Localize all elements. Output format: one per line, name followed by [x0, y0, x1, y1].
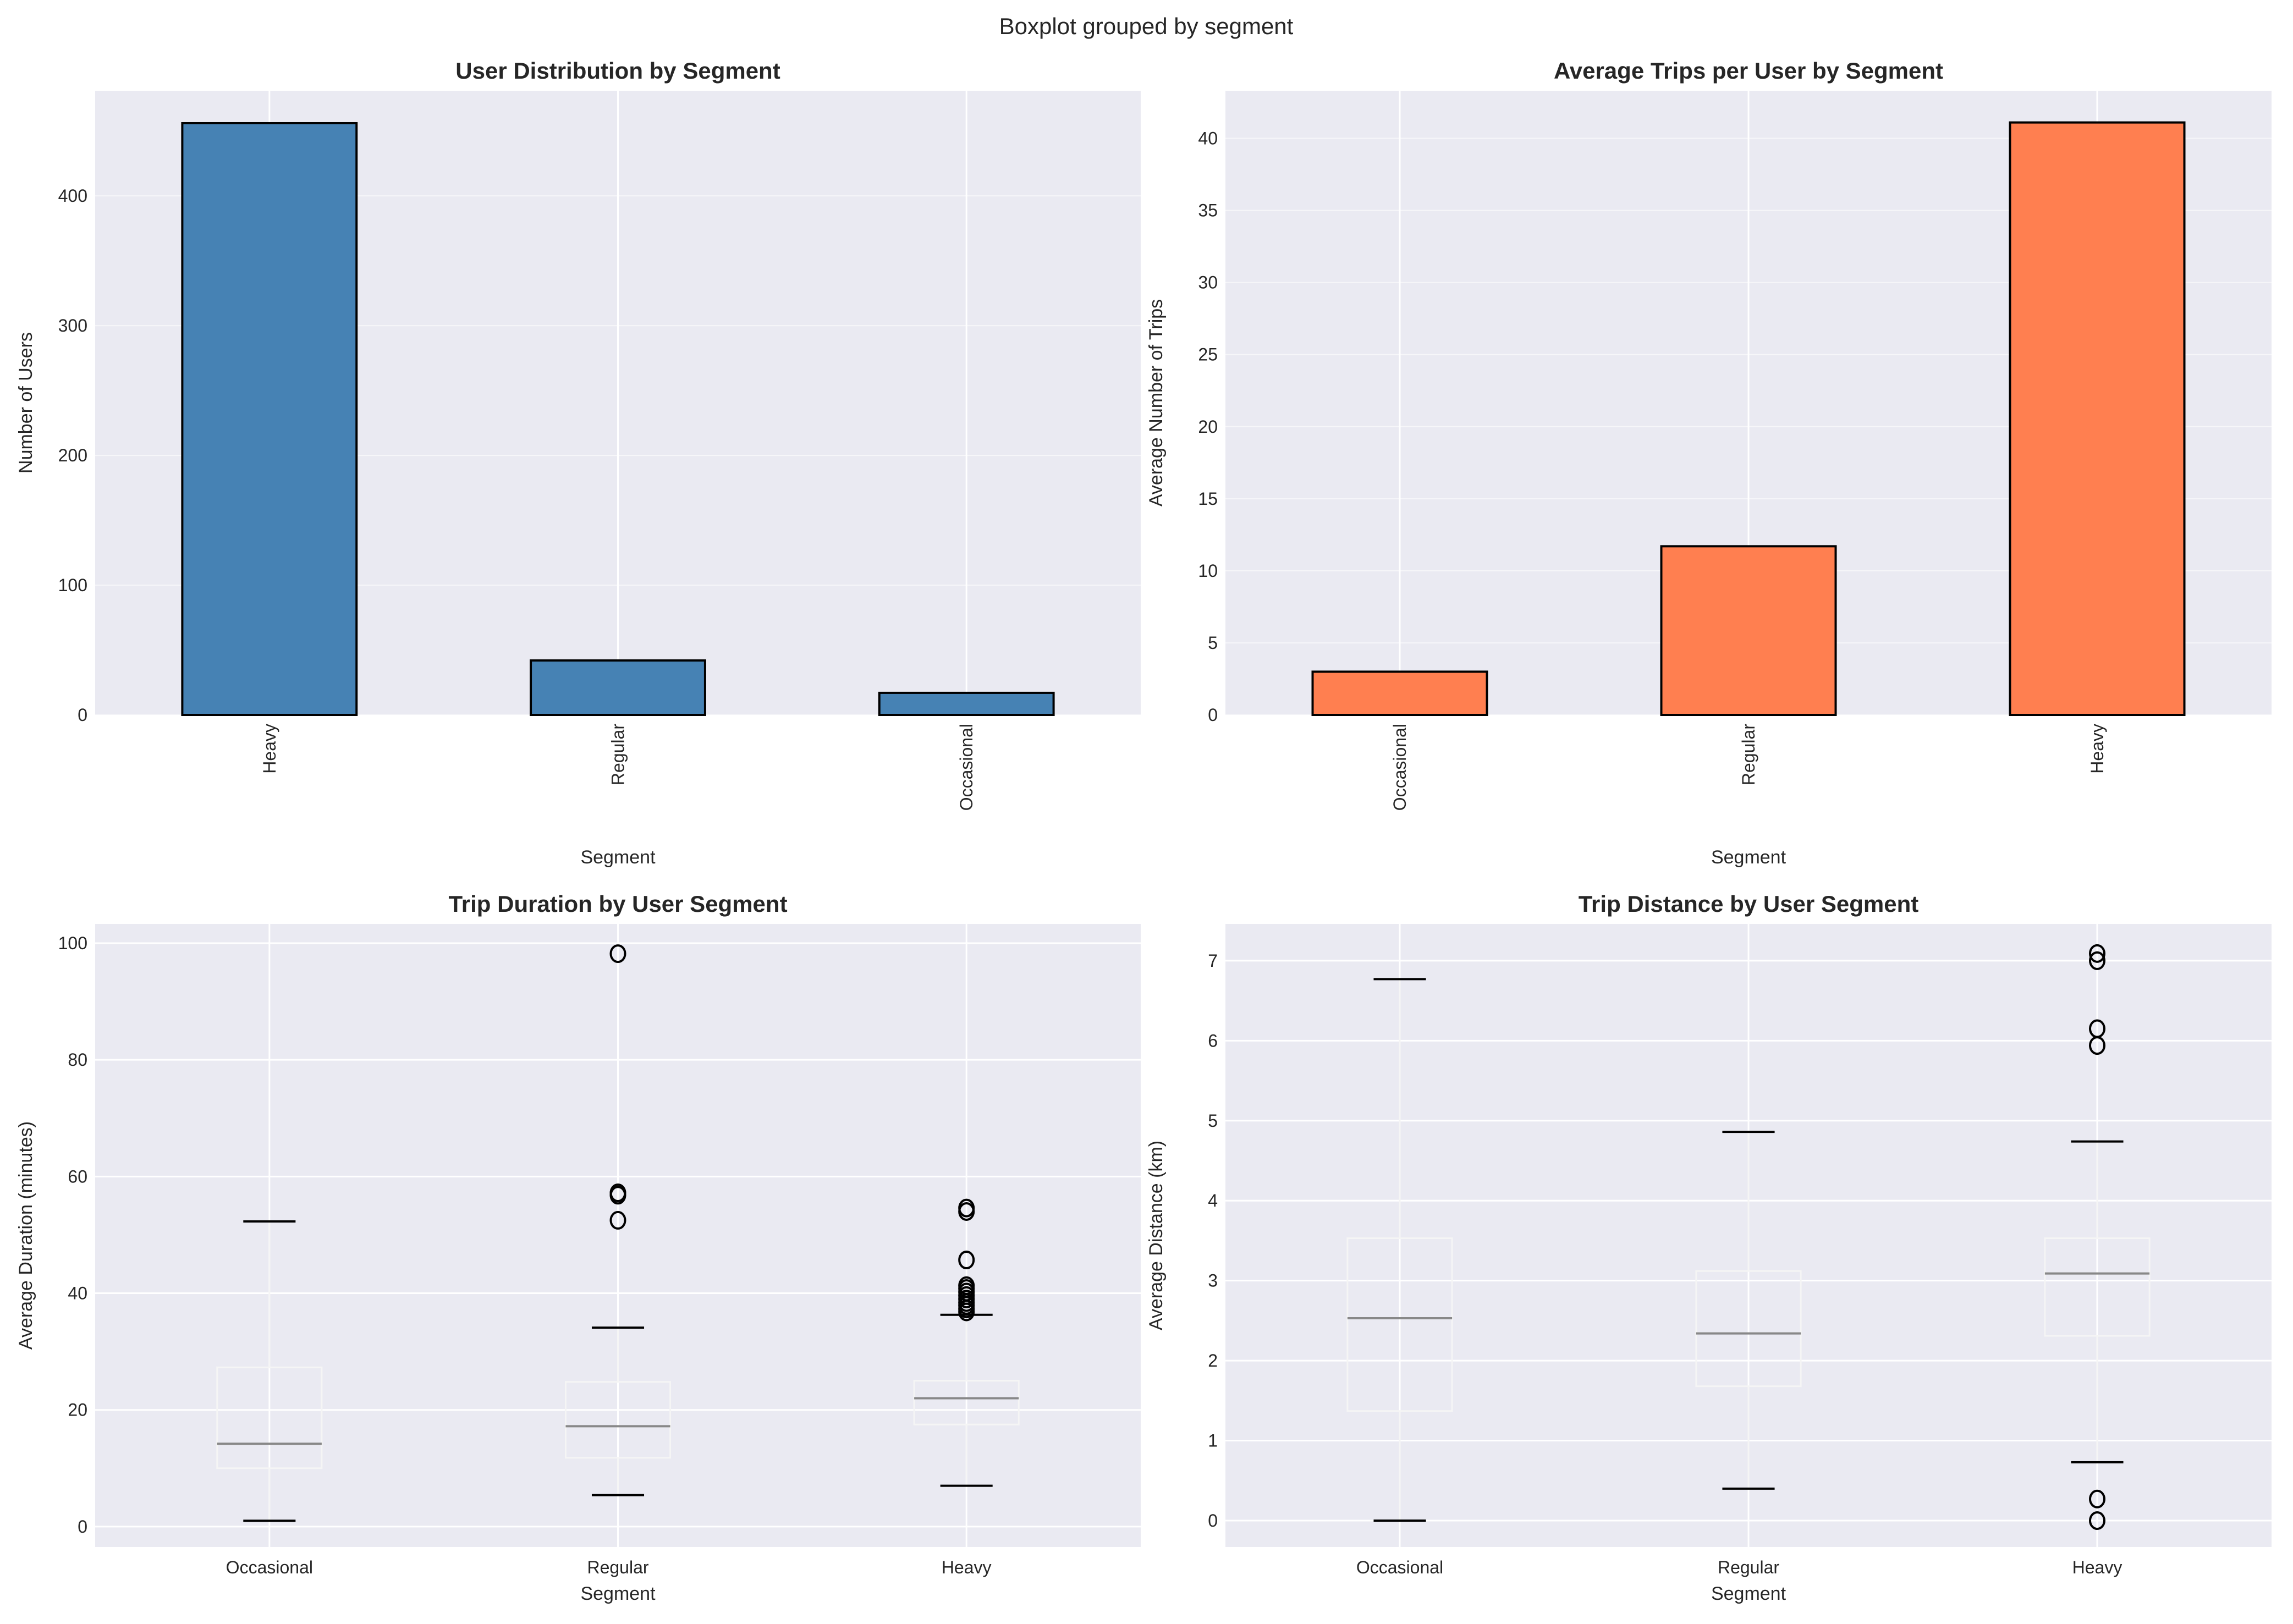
y-tick-label: 0	[78, 705, 87, 725]
y-tick-label: 40	[68, 1284, 87, 1303]
x-tick-label: Regular	[1739, 724, 1758, 785]
x-axis-label: Segment	[580, 847, 656, 868]
y-tick-label: 300	[58, 316, 87, 335]
y-axis-label: Average Duration (minutes)	[15, 1121, 36, 1350]
subplot-2: 0 5 10 15 20 25 30 35 40 Occasional Regular Heavy Se…	[1146, 58, 2272, 868]
outlier-point	[958, 1251, 975, 1270]
y-tick-label: 35	[1198, 201, 1218, 221]
x-tick-label: Regular	[608, 724, 628, 785]
y-tick-label: 20	[68, 1400, 87, 1420]
y-tick-label: 400	[58, 186, 87, 206]
x-tick-label: Regular	[1718, 1557, 1779, 1577]
y-tick-label: 60	[68, 1166, 87, 1186]
iqr-box	[564, 1381, 672, 1459]
y-tick-label: 15	[1198, 489, 1218, 509]
iqr-box	[1695, 1270, 1802, 1388]
iqr-box	[216, 1366, 323, 1469]
outlier-point	[2089, 1019, 2105, 1038]
y-tick-label: 100	[58, 575, 87, 595]
subplot-4: 0 1 2 3 4 5 6 7 Occasional Regular Heavy Segment Ave…	[1146, 891, 2272, 1604]
y-tick-label: 20	[1198, 417, 1218, 437]
outlier-point	[2089, 944, 2105, 963]
box-regular	[564, 944, 672, 1496]
subplot-1: 0 100 200 300 400 Heavy Regular Occasional Segme…	[15, 58, 1141, 868]
y-tick-label: 100	[58, 933, 87, 953]
box-occasional	[1346, 978, 1453, 1522]
y-tick-label: 4	[1208, 1191, 1218, 1210]
y-tick-label: 5	[1208, 1111, 1218, 1131]
y-axis-label: Number of Users	[15, 332, 36, 474]
x-tick-label: Heavy	[2072, 1557, 2122, 1577]
box-occasional	[216, 1220, 323, 1522]
box-regular	[1695, 1131, 1802, 1490]
y-axis-label: Average Number of Trips	[1146, 299, 1167, 507]
y-tick-label: 6	[1208, 1031, 1218, 1050]
y-tick-label: 25	[1198, 345, 1218, 365]
outlier-point	[958, 1276, 975, 1295]
y-tick-label: 200	[58, 445, 87, 465]
bar-occasional	[1311, 670, 1488, 716]
x-tick-label: Occasional	[226, 1557, 313, 1577]
y-tick-label: 3	[1208, 1271, 1218, 1291]
outlier-point	[2089, 1489, 2105, 1509]
bar-regular	[1660, 545, 1837, 716]
x-axis-label: Segment	[580, 1583, 656, 1604]
x-axis-label: Segment	[1711, 847, 1786, 868]
outlier-point	[2089, 951, 2105, 970]
x-axis-label: Segment	[1711, 1583, 1786, 1604]
bar-occasional	[878, 691, 1055, 716]
outlier-point	[609, 1210, 626, 1230]
subplot-title: Average Trips per User by Segment	[1554, 58, 1943, 84]
subplot-3: 0 20 40 60 80 100 Occasional Regular Heavy Segmen…	[15, 891, 1141, 1604]
outlier-point	[2089, 1511, 2105, 1531]
bar-heavy	[181, 122, 358, 716]
y-tick-label: 0	[1208, 705, 1218, 725]
bar-regular	[530, 659, 706, 716]
y-tick-label: 2	[1208, 1351, 1218, 1370]
y-tick-label: 10	[1198, 561, 1218, 581]
outlier-point	[609, 944, 626, 964]
subplot-title: Trip Distance by User Segment	[1579, 891, 1919, 917]
x-tick-label: Occasional	[956, 724, 976, 811]
x-tick-label: Occasional	[1356, 1557, 1443, 1577]
y-tick-label: 7	[1208, 951, 1218, 971]
suptitle: Boxplot grouped by segment	[999, 13, 1294, 39]
outlier-point	[609, 1183, 626, 1203]
y-tick-label: 0	[78, 1517, 87, 1537]
box-heavy	[2044, 944, 2151, 1531]
y-axis-label: Average Distance (km)	[1146, 1141, 1167, 1330]
iqr-box	[913, 1380, 1020, 1425]
iqr-box	[1346, 1237, 1453, 1412]
y-tick-label: 30	[1198, 273, 1218, 293]
bar-heavy	[2009, 121, 2186, 716]
x-tick-label: Heavy	[2087, 724, 2107, 774]
y-tick-label: 1	[1208, 1431, 1218, 1451]
y-tick-label: 40	[1198, 129, 1218, 148]
x-tick-label: Heavy	[260, 724, 279, 774]
iqr-box	[2044, 1237, 2151, 1337]
y-tick-label: 0	[1208, 1511, 1218, 1531]
y-tick-label: 5	[1208, 633, 1218, 653]
outlier-point	[958, 1198, 975, 1218]
subplot-title: Trip Duration by User Segment	[448, 891, 787, 917]
subplot-title: User Distribution by Segment	[455, 58, 780, 84]
x-tick-label: Heavy	[942, 1557, 992, 1577]
y-tick-label: 80	[68, 1050, 87, 1070]
x-tick-label: Occasional	[1390, 724, 1410, 811]
x-tick-label: Regular	[587, 1557, 648, 1577]
box-heavy	[913, 1198, 1020, 1487]
